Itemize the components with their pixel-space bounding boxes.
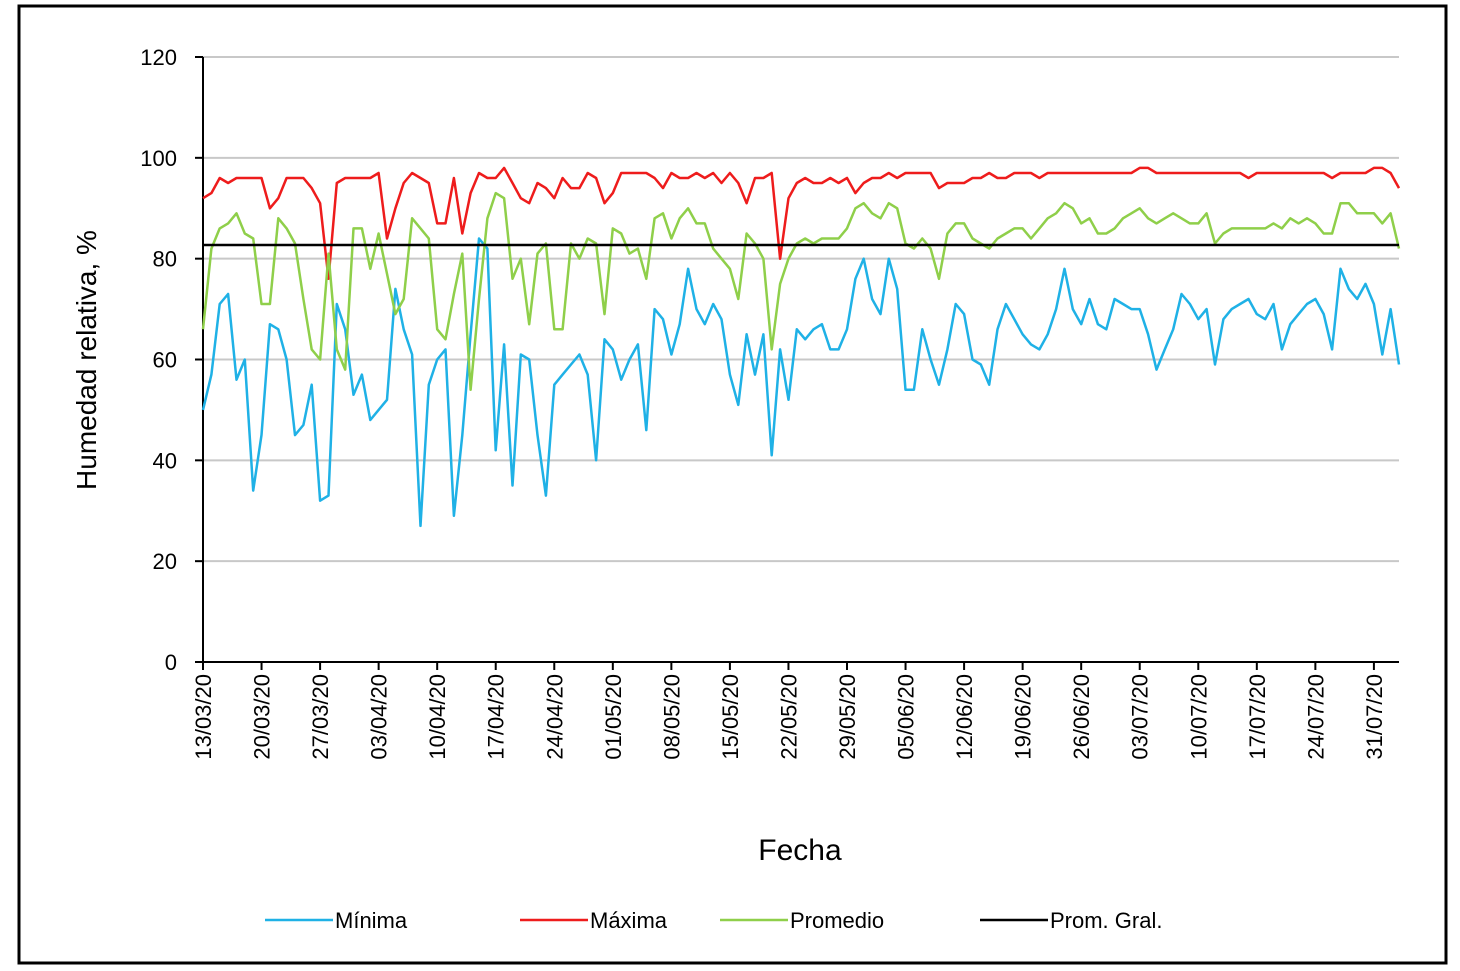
y-tick-label: 20 <box>153 549 177 574</box>
x-axis-title: Fecha <box>758 834 842 867</box>
x-tick-label: 03/04/20 <box>367 674 392 760</box>
y-tick-label: 100 <box>140 146 177 171</box>
y-tick-label: 0 <box>165 650 177 675</box>
x-tick-label: 19/06/20 <box>1011 674 1036 760</box>
y-tick-label: 80 <box>153 247 177 272</box>
x-tick-label: 15/05/20 <box>718 674 743 760</box>
x-tick-label: 29/05/20 <box>835 674 860 760</box>
y-tick-label: 60 <box>153 348 177 373</box>
series-line <box>201 237 1401 528</box>
x-tick-label: 24/07/20 <box>1303 674 1328 760</box>
legend-label: Mínima <box>335 908 408 933</box>
x-tick-label: 08/05/20 <box>659 674 684 760</box>
y-tick-label: 40 <box>153 448 177 473</box>
x-tick-label: 10/07/20 <box>1186 674 1211 760</box>
x-tick-label: 27/03/20 <box>308 674 333 760</box>
x-tick-label: 05/06/20 <box>894 674 919 760</box>
x-tick-label: 20/03/20 <box>250 674 275 760</box>
legend-label: Prom. Gral. <box>1050 908 1162 933</box>
x-tick-label: 13/03/20 <box>191 674 216 760</box>
x-tick-label: 31/07/20 <box>1362 674 1387 760</box>
series-line <box>202 166 1401 281</box>
series-line <box>201 191 1401 392</box>
x-tick-label: 22/05/20 <box>776 674 801 760</box>
x-tick-label: 10/04/20 <box>425 674 450 760</box>
x-tick-label: 17/04/20 <box>484 674 509 760</box>
x-tick-label: 03/07/20 <box>1128 674 1153 760</box>
x-tick-label: 12/06/20 <box>952 674 977 760</box>
frame <box>17 4 1448 965</box>
legend-label: Promedio <box>790 908 884 933</box>
y-axis-title: Humedad relativa, % <box>71 230 102 490</box>
x-tick-label: 26/06/20 <box>1069 674 1094 760</box>
y-tick-label: 120 <box>140 45 177 70</box>
x-tick-label: 01/05/20 <box>601 674 626 760</box>
x-tick-label: 24/04/20 <box>542 674 567 760</box>
x-tick-label: 17/07/20 <box>1245 674 1270 760</box>
legend-label: Máxima <box>590 908 668 933</box>
